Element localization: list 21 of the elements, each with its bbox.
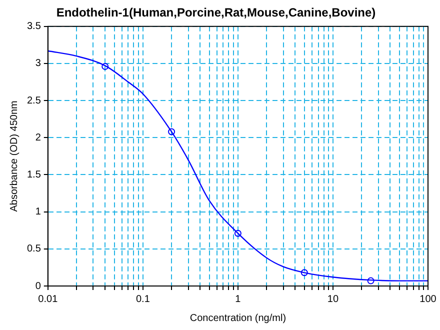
- x-tick-label: 10: [327, 294, 339, 305]
- x-tick-label: 100: [420, 294, 437, 305]
- x-tick-label: 1: [235, 294, 242, 305]
- point: [234, 230, 242, 237]
- point: [168, 128, 176, 136]
- x-tick-label: 0.1: [136, 294, 150, 305]
- y-tick-label: 3: [35, 58, 42, 70]
- x-axis-title: Concentration (ng/ml): [190, 312, 286, 324]
- y-tick-label: 0.5: [26, 244, 42, 255]
- point: [367, 277, 374, 284]
- y-tick-label: 1: [35, 206, 42, 218]
- y-tick-label: 1.5: [26, 169, 42, 180]
- y-tick-label: 3.5: [26, 21, 42, 32]
- y-tick-label: 0: [35, 280, 42, 292]
- point: [102, 62, 109, 70]
- y-tick-label: 2.5: [26, 95, 42, 106]
- y-axis-title: Absorbance (OD) 450nm: [8, 100, 20, 212]
- point: [300, 269, 308, 276]
- chart-title: Endothelin-1(Human,Porcine,Rat,Mouse,Canine,Bovine): [56, 6, 376, 20]
- y-tick-label: 2: [35, 132, 42, 144]
- x-tick-label: 0.01: [38, 294, 58, 305]
